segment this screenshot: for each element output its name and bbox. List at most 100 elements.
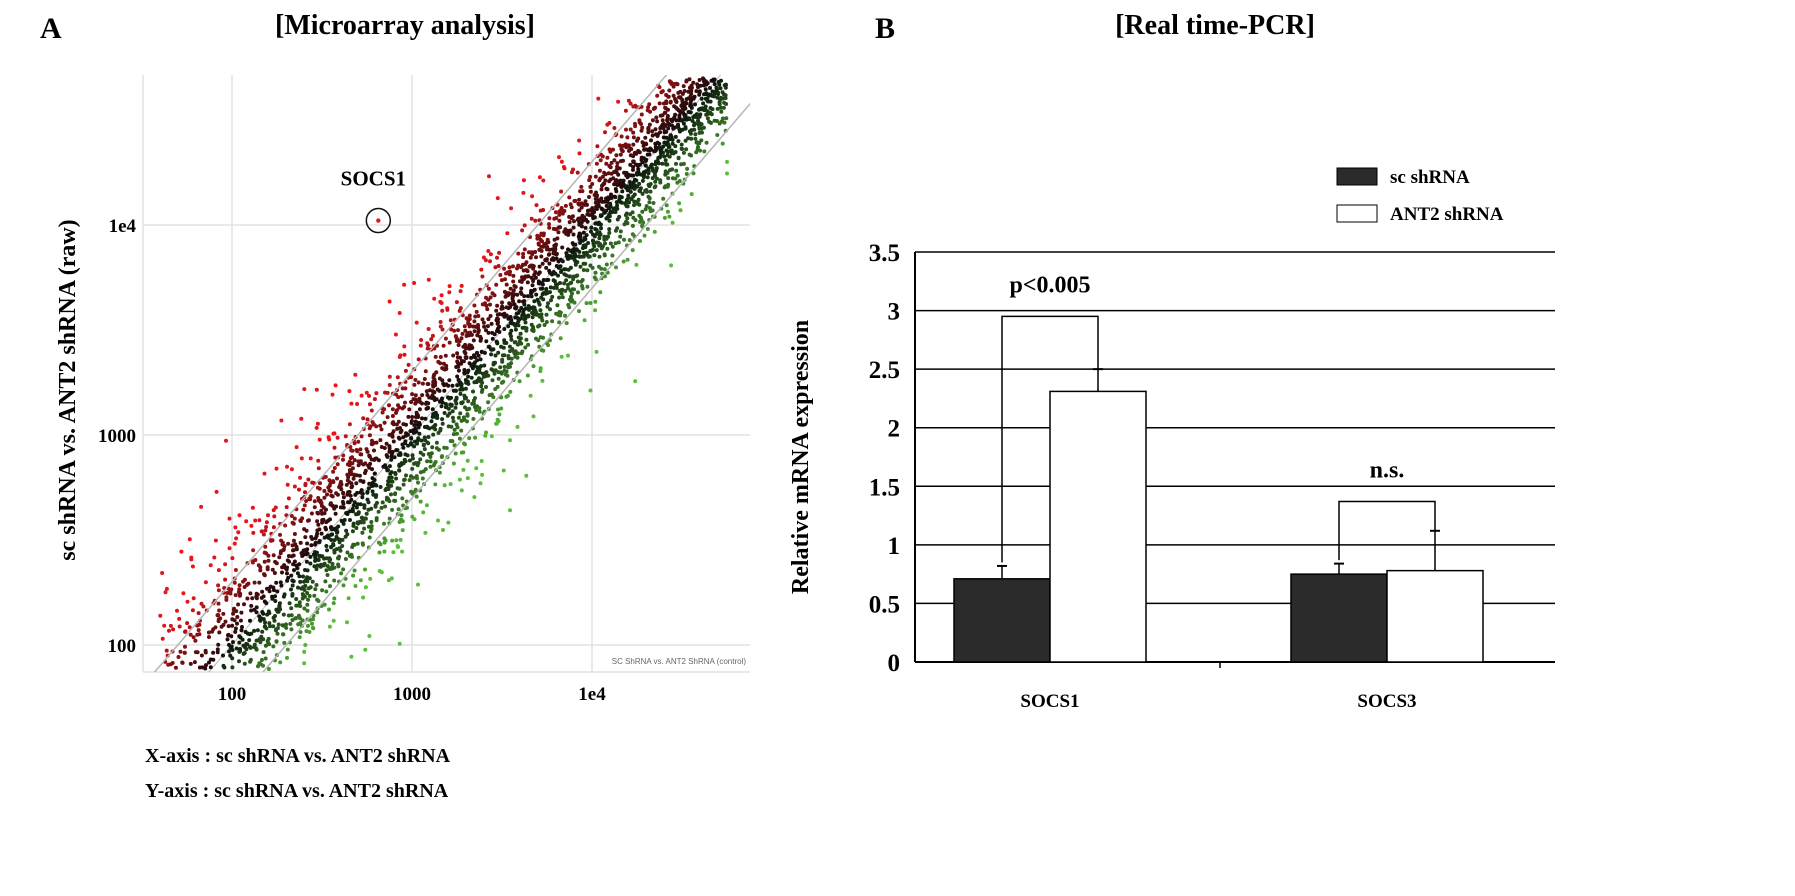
down-regulated-point [665,209,670,214]
down-regulated-point [395,544,400,549]
up-regulated-point [654,115,659,120]
y-axis-caption: Y-axis : sc shRNA vs. ANT2 shRNA [145,780,449,802]
down-regulated-point [537,323,542,328]
up-regulated-point [650,118,655,123]
up-regulated-point [438,320,443,324]
down-regulated-point [380,500,385,505]
up-regulated-point [660,118,665,123]
up-regulated-point [279,583,284,588]
up-regulated-point [379,427,384,432]
down-regulated-point [692,121,697,126]
down-regulated-point [297,600,302,605]
up-regulated-point [253,518,258,523]
up-regulated-point [456,343,461,347]
up-regulated-point [271,588,276,593]
up-regulated-point [544,241,549,246]
up-regulated-point [438,324,443,329]
down-regulated-point [392,498,397,503]
down-regulated-point [447,396,452,401]
up-regulated-point [662,129,667,134]
down-regulated-point [244,647,249,652]
down-regulated-point [693,136,698,141]
up-regulated-point [537,247,542,252]
down-regulated-point [515,355,520,360]
down-regulated-point [462,393,467,398]
down-regulated-point [303,643,308,647]
down-regulated-point [684,172,689,176]
down-regulated-point [339,571,344,576]
down-regulated-point [459,382,464,387]
up-regulated-point [191,596,196,601]
down-regulated-point [616,240,621,245]
up-regulated-point [239,628,244,633]
up-regulated-point [548,270,552,275]
down-regulated-point [573,262,578,267]
up-regulated-point [416,380,421,385]
up-regulated-point [687,77,692,82]
up-regulated-point [367,433,372,438]
up-regulated-point [359,434,364,439]
down-regulated-point [684,147,689,152]
up-regulated-point [702,79,706,84]
down-regulated-point [489,352,494,357]
down-regulated-point [325,564,330,569]
up-regulated-point [271,525,276,530]
down-regulated-point [634,262,639,267]
down-regulated-point [477,406,482,411]
up-regulated-point [292,516,297,521]
down-regulated-point [526,342,531,347]
down-regulated-point [431,432,436,437]
up-regulated-point [541,278,546,282]
up-regulated-point [301,552,306,557]
down-regulated-point [706,111,711,116]
down-regulated-point [471,416,476,421]
down-regulated-point [678,208,683,213]
up-regulated-point [688,94,693,99]
y-tick-label: 100 [108,636,137,657]
down-regulated-point [266,667,271,671]
down-regulated-point [466,374,471,379]
up-regulated-point [414,320,419,325]
down-regulated-point [719,109,724,114]
up-regulated-point [598,158,603,163]
up-regulated-point [291,521,296,526]
down-regulated-point [423,467,428,472]
up-regulated-point [503,277,507,282]
up-regulated-point [358,490,363,495]
up-regulated-point [248,591,253,596]
up-regulated-point [660,113,665,118]
up-regulated-point [315,519,320,524]
down-regulated-point [695,147,700,152]
up-regulated-point [678,110,683,115]
down-regulated-point [423,530,428,535]
down-regulated-point [490,378,495,383]
down-regulated-point [594,349,599,354]
down-regulated-point [720,141,725,146]
up-regulated-point [663,110,668,115]
up-regulated-point [353,372,358,377]
down-regulated-point [515,424,520,429]
up-regulated-point [493,265,498,270]
up-regulated-point [441,361,446,366]
up-regulated-point [472,303,477,308]
down-regulated-point [433,460,438,464]
down-regulated-point [298,579,303,584]
down-regulated-point [392,455,397,460]
down-regulated-point [624,211,629,216]
up-regulated-point [254,610,259,615]
up-regulated-point [270,567,275,572]
down-regulated-point [577,249,582,254]
down-regulated-point [419,438,424,443]
up-regulated-point [697,78,702,82]
bar-socs3-ant2-shrna [1386,569,1484,663]
down-regulated-point [491,360,496,365]
down-regulated-point [475,366,480,371]
up-regulated-point [629,147,634,152]
up-regulated-point [232,606,236,611]
up-regulated-point [215,650,220,655]
up-regulated-point [357,473,362,478]
up-regulated-point [274,580,279,585]
up-regulated-point [269,538,273,543]
down-regulated-point [302,606,307,611]
down-regulated-point [506,354,511,358]
